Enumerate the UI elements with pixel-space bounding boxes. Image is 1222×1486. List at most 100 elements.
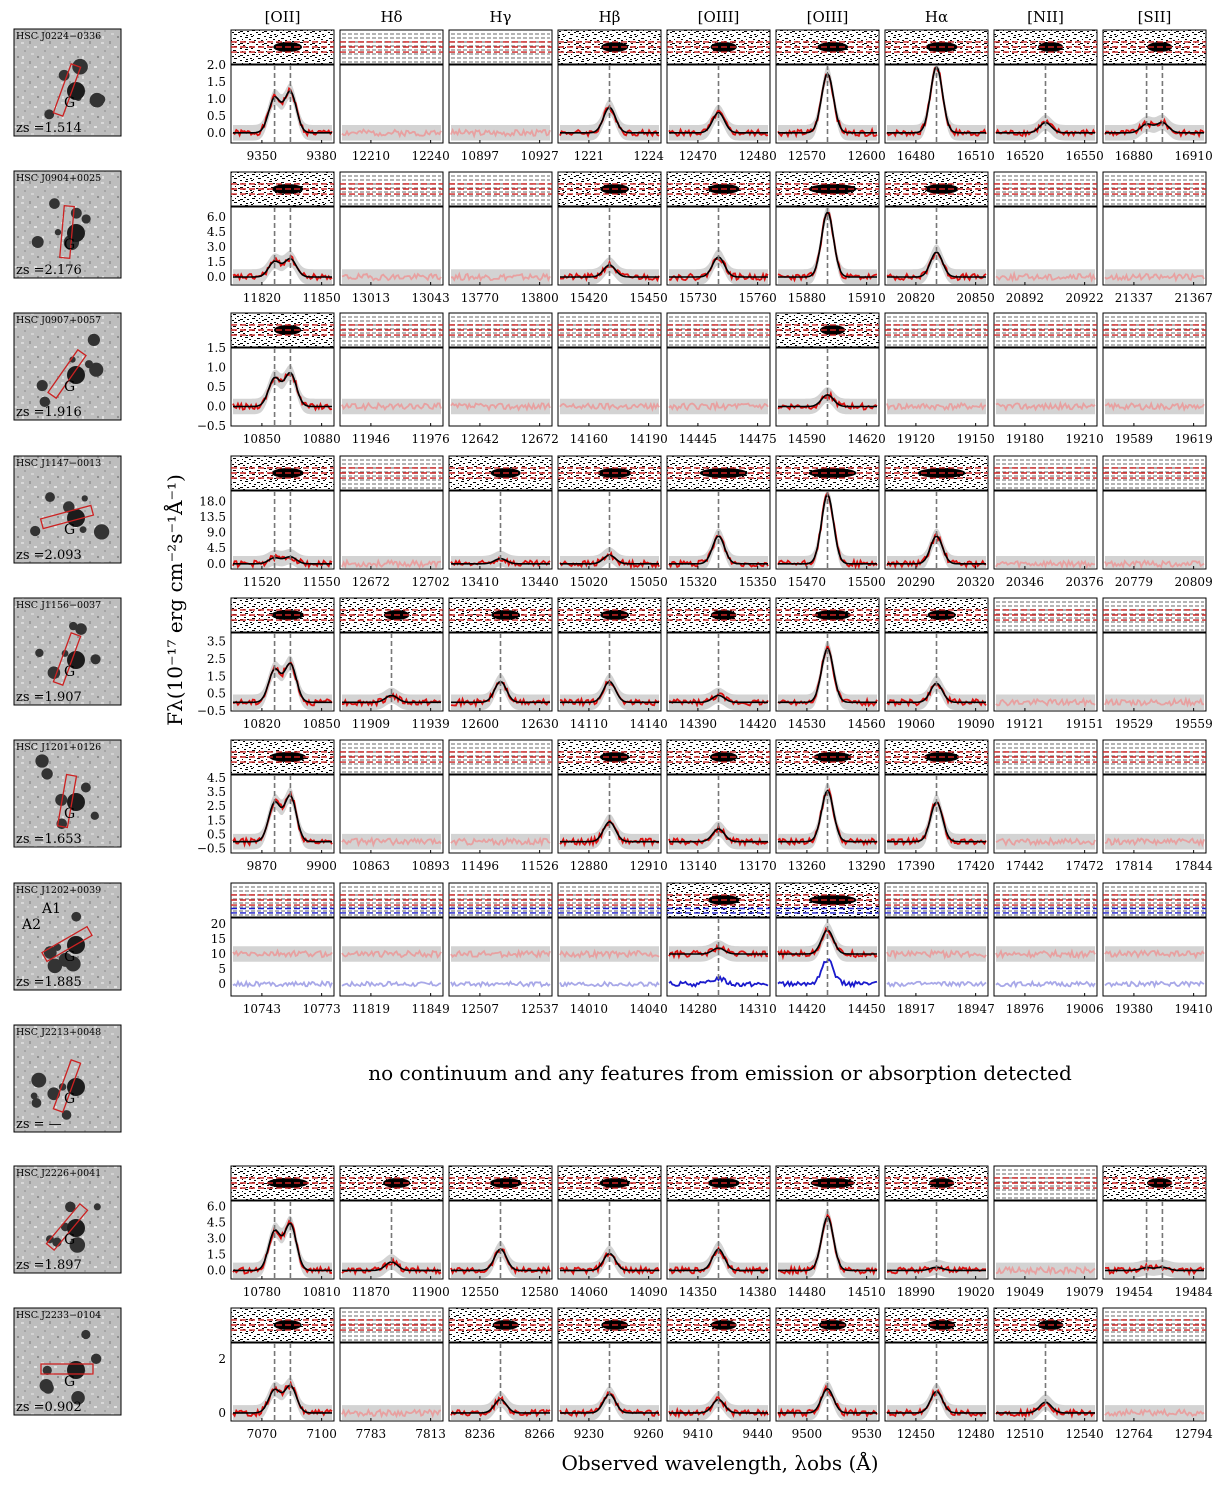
x-tick-label: 19454 — [1115, 1285, 1154, 1299]
slit-box — [47, 348, 87, 400]
model-fit — [669, 828, 768, 843]
data-spectrum — [995, 270, 1096, 283]
x-tick-label: 17844 — [1175, 859, 1214, 873]
x-tick-label: 12672 — [352, 575, 390, 589]
y-tick-label: 0.0 — [207, 126, 226, 140]
data-spectrum — [1104, 696, 1205, 708]
source-blob — [42, 1365, 52, 1375]
spectrum-panel: 14420 14450 — [775, 882, 886, 1016]
x-tick-label: 12600 — [461, 717, 499, 731]
error-band — [887, 244, 986, 284]
x-tick-label: 15880 — [788, 291, 826, 305]
spectrum-panel: 15020 15050 — [557, 455, 668, 589]
model-fit — [233, 662, 332, 704]
source-blob — [47, 1087, 61, 1101]
spectrum-panel: 20779 20809 — [1102, 455, 1213, 589]
data-spectrum — [341, 558, 442, 570]
x-tick-label: 16880 — [1115, 149, 1153, 163]
source-blob — [42, 1382, 54, 1394]
x-tick-label: 12642 — [461, 432, 499, 446]
x-tick-label: 19049 — [1006, 1285, 1044, 1299]
data-spectrum — [995, 558, 1096, 570]
error-band — [887, 528, 986, 568]
data-spectrum — [559, 948, 660, 960]
x-tick-label: 11520 — [243, 575, 281, 589]
y-tick-label: 15 — [211, 932, 226, 946]
error-band — [887, 794, 986, 850]
spectrum-panel: 15420 15450 — [557, 171, 668, 305]
error-band — [669, 1241, 768, 1278]
x-tick-label: 20892 — [1006, 291, 1044, 305]
spectrum-panel: 10820 10850 — [230, 597, 341, 731]
source-blob — [89, 92, 105, 108]
x-tick-label: 19559 — [1175, 717, 1213, 731]
thumbnail-image — [13, 312, 122, 421]
slit-box — [52, 632, 82, 686]
x-tick-label: 19410 — [1175, 1002, 1213, 1016]
object-name: HSC J2233−0104 — [16, 1310, 101, 1321]
source-blob — [44, 109, 55, 120]
x-tick-label: 10850 — [303, 717, 341, 731]
slit-box — [56, 773, 78, 829]
x-tick-label: 19120 — [897, 432, 935, 446]
spectrum-2d — [448, 882, 553, 918]
spectrum-panel: 9870 9900 — [230, 739, 337, 873]
spectrum-2d — [993, 312, 1098, 348]
source-blob — [61, 1110, 72, 1120]
x-tick-label: 13290 — [848, 859, 886, 873]
source-blob — [35, 754, 49, 768]
spectrum-panel: 13140 13170 — [666, 739, 777, 873]
data-spectrum — [995, 836, 1096, 847]
x-tick-label: 20850 — [957, 291, 995, 305]
data-spectrum — [450, 948, 551, 959]
thumbnail-image — [13, 170, 122, 279]
spectrum-panel: 10743 10773 — [230, 882, 341, 1016]
model-fit — [342, 694, 441, 704]
x-tick-label: 9900 — [306, 859, 337, 873]
lens-thumbnail: HSC J0907+0057 Gzs =1.916 — [13, 312, 122, 421]
x-tick-label: 14530 — [788, 717, 826, 731]
spectrum-2d — [557, 312, 662, 348]
spectrum-panel: 8236 8266 — [448, 1307, 555, 1441]
y-tick-label: 3.5 — [207, 635, 226, 649]
spectrum-panel: 19589 19619 — [1102, 312, 1213, 446]
lens-galaxy — [67, 651, 85, 669]
y-tick-label: 13.5 — [199, 510, 226, 524]
y-tick-label: 0.5 — [207, 828, 226, 842]
spectrum-panel: 12210 12240 — [339, 29, 450, 163]
spectrum-panel: 1221 1224 — [557, 29, 664, 163]
x-tick-label: 13260 — [788, 859, 826, 873]
redshift-label: zs =1.907 — [16, 690, 82, 705]
data-spectrum — [450, 836, 551, 848]
data-spectrum — [995, 948, 1096, 960]
x-tick-label: 11900 — [412, 1285, 450, 1299]
object-name: HSC J2213+0048 — [16, 1027, 101, 1038]
y-tick-label: 0.5 — [207, 109, 226, 123]
source-blob — [65, 1201, 76, 1213]
x-axis-label: Observed wavelength, λobs (Å) — [561, 1450, 878, 1475]
spectrum-2d — [557, 882, 662, 918]
source-blob — [90, 1353, 102, 1364]
column-header: [OIII] — [807, 8, 849, 26]
x-tick-label: 19484 — [1175, 1285, 1214, 1299]
spectrum-panel: 12450 12480 — [884, 1307, 995, 1441]
x-tick-label: 13013 — [352, 291, 390, 305]
x-tick-label: 7813 — [415, 1427, 446, 1441]
source-blob — [36, 379, 48, 392]
object-name: HSC J1156−0037 — [16, 600, 101, 611]
spectrum-panel: 15470 15500 — [775, 455, 886, 589]
y-tick-label: 2 — [218, 1352, 226, 1366]
x-tick-label: 17472 — [1066, 859, 1104, 873]
x-tick-label: 13410 — [461, 575, 499, 589]
x-tick-label: 14110 — [570, 717, 608, 731]
source-blob — [84, 360, 94, 369]
x-tick-label: 14040 — [630, 1002, 668, 1016]
y-tick-label: 3.5 — [207, 785, 226, 799]
data-spectrum — [1104, 401, 1205, 412]
column-header: Hα — [925, 8, 948, 26]
x-tick-label: 19619 — [1175, 432, 1213, 446]
x-tick-label: 12550 — [461, 1285, 499, 1299]
x-tick-label: 14390 — [679, 717, 717, 731]
